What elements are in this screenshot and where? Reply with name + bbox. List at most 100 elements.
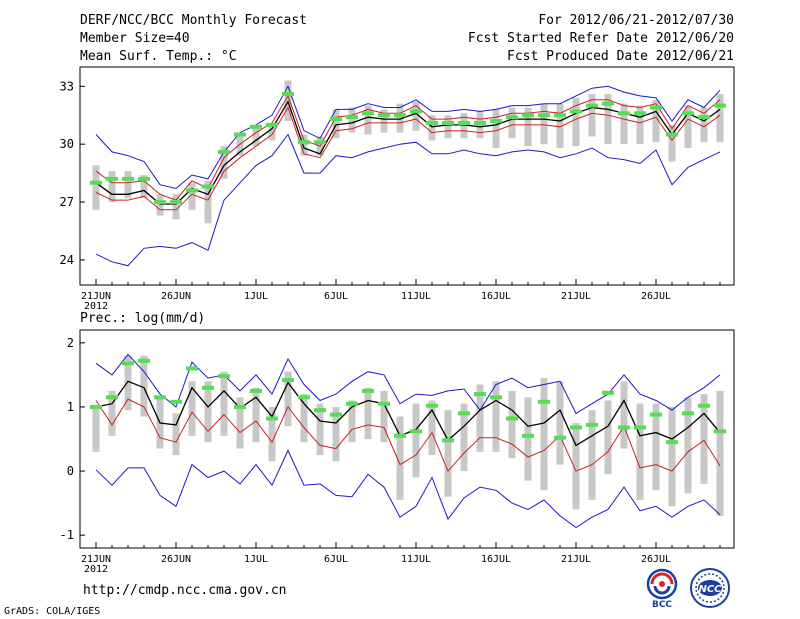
median-marker bbox=[538, 399, 550, 404]
x-tick-label: 6JUL bbox=[324, 554, 348, 565]
range-box bbox=[588, 410, 596, 500]
range-box bbox=[348, 400, 356, 443]
range-box bbox=[636, 403, 644, 500]
range-box bbox=[140, 175, 148, 199]
min-line bbox=[95, 449, 721, 529]
grads-credit: GrADS: COLA/IGES bbox=[4, 606, 101, 617]
median-marker bbox=[378, 113, 390, 118]
range-box bbox=[204, 180, 212, 224]
range-box bbox=[428, 400, 436, 456]
range-box bbox=[172, 413, 180, 456]
median-marker bbox=[634, 111, 646, 116]
median-marker bbox=[586, 103, 598, 108]
range-box bbox=[412, 101, 420, 131]
range-box bbox=[124, 171, 132, 199]
x-tick-label: 11JUL bbox=[401, 291, 431, 302]
median-marker bbox=[634, 425, 646, 430]
range-box bbox=[444, 115, 452, 139]
x-tick-label: 26JUN bbox=[161, 554, 191, 565]
range-box bbox=[636, 105, 644, 145]
x-tick-label: 26JUL bbox=[641, 554, 671, 565]
range-box bbox=[172, 194, 180, 220]
median-marker bbox=[314, 140, 326, 145]
median-marker bbox=[362, 111, 374, 116]
median-marker bbox=[330, 117, 342, 122]
range-box bbox=[540, 103, 548, 145]
median-marker bbox=[682, 411, 694, 416]
median-marker bbox=[570, 425, 582, 430]
range-box bbox=[332, 406, 340, 462]
range-box bbox=[252, 387, 260, 443]
range-box bbox=[460, 113, 468, 139]
min-line bbox=[95, 133, 721, 267]
range-box bbox=[604, 94, 612, 145]
x-tick-label: 16JUL bbox=[481, 291, 511, 302]
range-box bbox=[572, 422, 580, 510]
plot-frame bbox=[79, 329, 735, 549]
range-box bbox=[316, 403, 324, 456]
median-marker bbox=[218, 149, 230, 154]
range-box bbox=[364, 387, 372, 439]
range-box bbox=[668, 406, 676, 507]
range-box bbox=[364, 105, 372, 135]
max-line bbox=[95, 353, 721, 415]
forecast-produced-date: Fcst Produced Date 2012/06/21 bbox=[507, 49, 734, 64]
range-box bbox=[716, 94, 724, 143]
median-marker bbox=[250, 388, 262, 393]
mean-line bbox=[95, 100, 721, 205]
range-box bbox=[268, 406, 276, 462]
median-marker bbox=[170, 200, 182, 205]
median-marker bbox=[442, 120, 454, 125]
range-box bbox=[140, 355, 148, 417]
x-tick-label: 21JUN bbox=[81, 554, 111, 565]
median-marker bbox=[506, 416, 518, 421]
range-box bbox=[300, 394, 308, 443]
range-box bbox=[412, 403, 420, 478]
range-box bbox=[108, 390, 116, 436]
median-marker bbox=[122, 176, 134, 181]
median-marker bbox=[714, 103, 726, 108]
year-label: 2012 bbox=[84, 301, 108, 312]
y-tick-label: 27 bbox=[60, 195, 74, 209]
range-box bbox=[220, 371, 228, 436]
median-marker bbox=[698, 115, 710, 120]
range-box bbox=[444, 410, 452, 497]
range-box bbox=[188, 182, 196, 210]
range-box bbox=[348, 107, 356, 133]
range-box bbox=[556, 103, 564, 149]
x-tick-label: 6JUL bbox=[324, 291, 348, 302]
median-marker bbox=[522, 113, 534, 118]
range-box bbox=[332, 109, 340, 139]
median-marker bbox=[138, 358, 150, 363]
median-marker bbox=[650, 412, 662, 417]
median-marker bbox=[138, 176, 150, 181]
p10-line bbox=[95, 106, 721, 211]
median-marker bbox=[650, 105, 662, 110]
range-box bbox=[652, 403, 660, 491]
range-box bbox=[700, 107, 708, 143]
range-box bbox=[124, 355, 132, 411]
p90-line bbox=[95, 94, 721, 201]
median-marker bbox=[122, 361, 134, 366]
x-tick-label: 21JUL bbox=[561, 554, 591, 565]
median-marker bbox=[714, 429, 726, 434]
median-marker bbox=[618, 111, 630, 116]
range-box bbox=[220, 146, 228, 179]
source-url[interactable]: http://cmdp.ncc.cma.gov.cn bbox=[83, 583, 287, 598]
median-marker bbox=[314, 408, 326, 413]
range-box bbox=[380, 109, 388, 133]
median-marker bbox=[378, 401, 390, 406]
median-marker bbox=[458, 411, 470, 416]
range-box bbox=[668, 124, 676, 162]
range-box bbox=[92, 406, 100, 452]
mean-line bbox=[95, 380, 721, 447]
median-marker bbox=[282, 92, 294, 97]
x-tick-label: 11JUL bbox=[401, 554, 431, 565]
range-box bbox=[524, 107, 532, 147]
median-marker bbox=[474, 392, 486, 397]
temperature-variable-label: Mean Surf. Temp.: °C bbox=[80, 49, 237, 64]
temperature-panel: 24 27 30 33 21JUN 26JUN 1JUL 6JUL 11JUL 16JUL 21JU… bbox=[60, 66, 735, 312]
svg-text:NCC: NCC bbox=[698, 584, 722, 595]
x-tick-label: 26JUN bbox=[161, 291, 191, 302]
range-box bbox=[508, 390, 516, 459]
